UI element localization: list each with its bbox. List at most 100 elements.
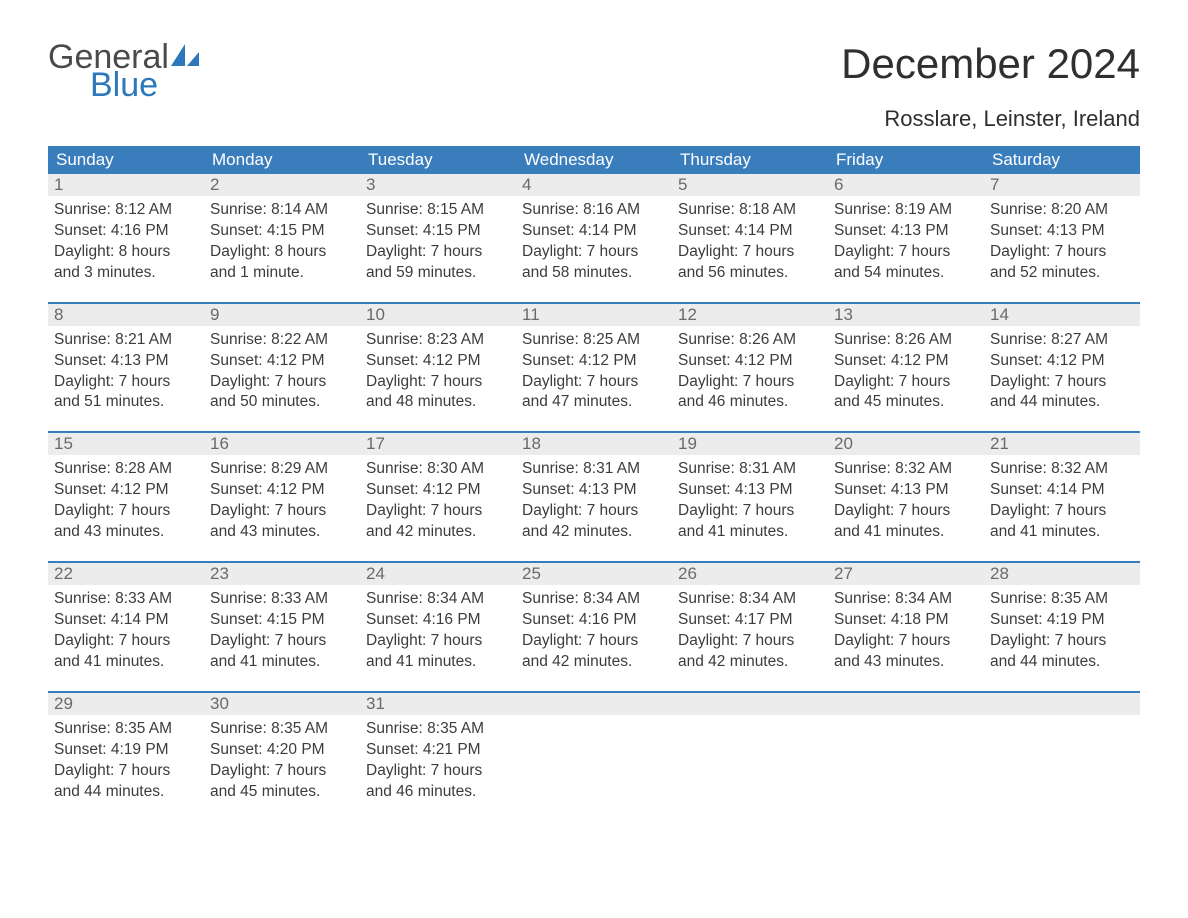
day-number: 8 [48, 303, 204, 326]
sunset-line: Sunset: 4:17 PM [678, 610, 822, 631]
day-number [672, 692, 828, 715]
daylight-line: and 41 minutes. [678, 522, 822, 543]
sunrise-line: Sunrise: 8:22 AM [210, 330, 354, 351]
daylight-line: and 43 minutes. [210, 522, 354, 543]
daylight-line: Daylight: 7 hours [54, 501, 198, 522]
day-number: 5 [672, 174, 828, 196]
day-cell: Sunrise: 8:26 AMSunset: 4:12 PMDaylight:… [828, 326, 984, 433]
day-number: 9 [204, 303, 360, 326]
daylight-line: Daylight: 7 hours [54, 372, 198, 393]
daylight-line: and 42 minutes. [522, 522, 666, 543]
day-cell: Sunrise: 8:27 AMSunset: 4:12 PMDaylight:… [984, 326, 1140, 433]
daylight-line: and 44 minutes. [990, 392, 1134, 413]
sunrise-line: Sunrise: 8:20 AM [990, 200, 1134, 221]
sunrise-line: Sunrise: 8:34 AM [366, 589, 510, 610]
day-content-row: Sunrise: 8:35 AMSunset: 4:19 PMDaylight:… [48, 715, 1140, 821]
sunrise-line: Sunrise: 8:21 AM [54, 330, 198, 351]
day-cell: Sunrise: 8:32 AMSunset: 4:13 PMDaylight:… [828, 455, 984, 562]
day-number: 2 [204, 174, 360, 196]
day-cell: Sunrise: 8:34 AMSunset: 4:16 PMDaylight:… [360, 585, 516, 692]
daylight-line: and 42 minutes. [678, 652, 822, 673]
sunrise-line: Sunrise: 8:14 AM [210, 200, 354, 221]
day-cell: Sunrise: 8:18 AMSunset: 4:14 PMDaylight:… [672, 196, 828, 303]
daylight-line: and 3 minutes. [54, 263, 198, 284]
sunset-line: Sunset: 4:15 PM [210, 221, 354, 242]
sunrise-line: Sunrise: 8:34 AM [678, 589, 822, 610]
daylight-line: Daylight: 7 hours [210, 372, 354, 393]
daylight-line: and 41 minutes. [366, 652, 510, 673]
sunset-line: Sunset: 4:14 PM [522, 221, 666, 242]
sunset-line: Sunset: 4:12 PM [366, 480, 510, 501]
sunrise-line: Sunrise: 8:27 AM [990, 330, 1134, 351]
daylight-line: and 43 minutes. [54, 522, 198, 543]
weekday-header-row: Sunday Monday Tuesday Wednesday Thursday… [48, 146, 1140, 174]
sunset-line: Sunset: 4:15 PM [210, 610, 354, 631]
sunset-line: Sunset: 4:12 PM [210, 480, 354, 501]
daylight-line: Daylight: 7 hours [210, 631, 354, 652]
sunrise-line: Sunrise: 8:34 AM [522, 589, 666, 610]
sunrise-line: Sunrise: 8:35 AM [54, 719, 198, 740]
daylight-line: and 50 minutes. [210, 392, 354, 413]
day-cell: Sunrise: 8:31 AMSunset: 4:13 PMDaylight:… [516, 455, 672, 562]
daylight-line: Daylight: 7 hours [990, 242, 1134, 263]
daylight-line: and 56 minutes. [678, 263, 822, 284]
location-line: Rosslare, Leinster, Ireland [48, 106, 1140, 132]
sunrise-line: Sunrise: 8:31 AM [522, 459, 666, 480]
weekday-head: Tuesday [360, 146, 516, 174]
sunrise-line: Sunrise: 8:33 AM [210, 589, 354, 610]
weekday-head: Thursday [672, 146, 828, 174]
daylight-line: and 51 minutes. [54, 392, 198, 413]
sunset-line: Sunset: 4:12 PM [54, 480, 198, 501]
sunset-line: Sunset: 4:16 PM [366, 610, 510, 631]
daylight-line: Daylight: 7 hours [210, 761, 354, 782]
daylight-line: and 41 minutes. [210, 652, 354, 673]
day-cell: Sunrise: 8:33 AMSunset: 4:15 PMDaylight:… [204, 585, 360, 692]
daylight-line: and 59 minutes. [366, 263, 510, 284]
sunset-line: Sunset: 4:13 PM [834, 221, 978, 242]
sunrise-line: Sunrise: 8:30 AM [366, 459, 510, 480]
daylight-line: Daylight: 7 hours [210, 501, 354, 522]
daylight-line: Daylight: 7 hours [522, 631, 666, 652]
day-number: 6 [828, 174, 984, 196]
daylight-line: Daylight: 7 hours [54, 631, 198, 652]
sunrise-line: Sunrise: 8:31 AM [678, 459, 822, 480]
day-number [984, 692, 1140, 715]
sunset-line: Sunset: 4:13 PM [834, 480, 978, 501]
sunrise-line: Sunrise: 8:34 AM [834, 589, 978, 610]
sunset-line: Sunset: 4:19 PM [990, 610, 1134, 631]
day-cell: Sunrise: 8:21 AMSunset: 4:13 PMDaylight:… [48, 326, 204, 433]
daylight-line: Daylight: 7 hours [522, 242, 666, 263]
header: General Blue December 2024 [48, 40, 1140, 102]
day-cell: Sunrise: 8:35 AMSunset: 4:20 PMDaylight:… [204, 715, 360, 821]
daylight-line: and 46 minutes. [678, 392, 822, 413]
day-number: 19 [672, 432, 828, 455]
day-number: 26 [672, 562, 828, 585]
day-cell: Sunrise: 8:34 AMSunset: 4:18 PMDaylight:… [828, 585, 984, 692]
day-number: 20 [828, 432, 984, 455]
sunrise-line: Sunrise: 8:35 AM [210, 719, 354, 740]
daylight-line: and 52 minutes. [990, 263, 1134, 284]
daylight-line: and 41 minutes. [990, 522, 1134, 543]
day-number: 1 [48, 174, 204, 196]
daylight-line: and 42 minutes. [522, 652, 666, 673]
sunrise-line: Sunrise: 8:32 AM [834, 459, 978, 480]
day-number: 18 [516, 432, 672, 455]
daylight-line: and 41 minutes. [54, 652, 198, 673]
day-cell: Sunrise: 8:16 AMSunset: 4:14 PMDaylight:… [516, 196, 672, 303]
sunrise-line: Sunrise: 8:19 AM [834, 200, 978, 221]
sunrise-line: Sunrise: 8:23 AM [366, 330, 510, 351]
daylight-line: and 44 minutes. [990, 652, 1134, 673]
day-number: 29 [48, 692, 204, 715]
sunset-line: Sunset: 4:14 PM [990, 480, 1134, 501]
day-number: 23 [204, 562, 360, 585]
daylight-line: Daylight: 8 hours [54, 242, 198, 263]
page-title: December 2024 [841, 40, 1140, 88]
day-number: 14 [984, 303, 1140, 326]
day-number: 4 [516, 174, 672, 196]
sunset-line: Sunset: 4:13 PM [54, 351, 198, 372]
day-number: 21 [984, 432, 1140, 455]
sunrise-line: Sunrise: 8:18 AM [678, 200, 822, 221]
sunrise-line: Sunrise: 8:16 AM [522, 200, 666, 221]
logo: General Blue [48, 40, 199, 102]
sunset-line: Sunset: 4:20 PM [210, 740, 354, 761]
